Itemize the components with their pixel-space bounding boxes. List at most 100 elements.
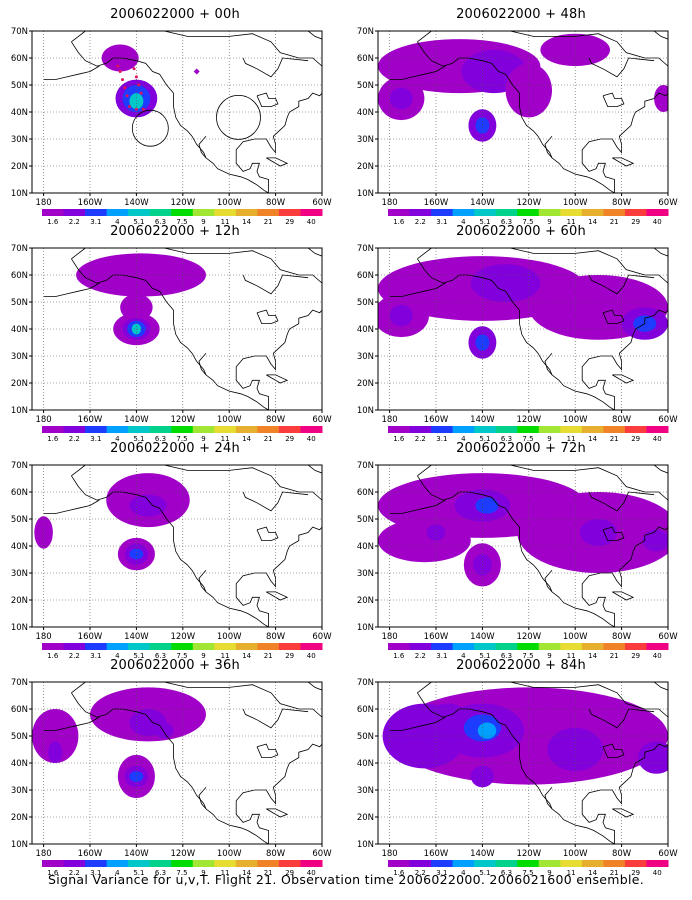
colorbar-swatch bbox=[581, 426, 604, 433]
colorbar-swatch bbox=[300, 860, 323, 867]
coastlines bbox=[43, 248, 322, 410]
gridlines bbox=[378, 31, 668, 193]
x-tick-label: 180 bbox=[35, 198, 51, 208]
coastline bbox=[235, 526, 322, 627]
y-tick-label: 40N bbox=[11, 325, 28, 335]
panel-title: 2006022000 + 72h bbox=[456, 441, 586, 456]
x-tick-label: 160W bbox=[78, 415, 103, 425]
variance-contour bbox=[426, 524, 446, 541]
y-tick-label: 70N bbox=[357, 461, 374, 471]
colorbar-swatch bbox=[388, 860, 411, 867]
y-tick-label: 20N bbox=[357, 813, 374, 823]
x-tick-label: 120W bbox=[170, 198, 195, 208]
colorbar-swatch bbox=[235, 643, 258, 650]
colorbar-label: 29 bbox=[631, 652, 640, 660]
colorbar-label: 9 bbox=[201, 652, 205, 660]
colorbar-label: 40 bbox=[307, 869, 316, 877]
y-tick-label: 70N bbox=[357, 678, 374, 688]
coastline bbox=[198, 353, 207, 376]
panel-title: 2006022000 + 24h bbox=[110, 441, 240, 456]
colorbar-swatch bbox=[214, 209, 237, 216]
y-tick-label: 40N bbox=[357, 108, 374, 118]
colorbar-swatch bbox=[128, 426, 151, 433]
x-tick-label: 60W bbox=[312, 849, 332, 859]
y-tick-label: 50N bbox=[357, 732, 374, 742]
y-tick-label: 50N bbox=[357, 298, 374, 308]
y-tick-label: 20N bbox=[357, 379, 374, 389]
colorbar-label: 11 bbox=[567, 218, 576, 226]
x-tick-label: 80W bbox=[266, 198, 286, 208]
x-tick-label: 60W bbox=[658, 632, 678, 642]
colorbar: 1.6 2.2 3.1 4 5.1 6.3 7.5 9 11 14 21 29 40 bbox=[388, 860, 669, 877]
colorbar-swatch bbox=[128, 643, 151, 650]
colorbar-label: 3.1 bbox=[436, 435, 447, 443]
map-chart: 10N 20N 30N 40N 50N 60N 70N 180 160W 140W 120W 100W… bbox=[357, 27, 678, 226]
colorbar-swatch bbox=[300, 643, 323, 650]
map-chart: 10N 20N 30N 40N 50N 60N 70N 180 160W 140W 120W 100W… bbox=[357, 461, 678, 660]
colorbar-swatch bbox=[560, 643, 583, 650]
coastline bbox=[602, 526, 625, 541]
colorbar-label: 14 bbox=[588, 218, 597, 226]
colorbar-label: 6.3 bbox=[155, 652, 166, 660]
variance-contour bbox=[477, 722, 497, 739]
y-tick-label: 30N bbox=[357, 352, 374, 362]
coastlines bbox=[43, 465, 322, 627]
colorbar-label: 29 bbox=[285, 652, 294, 660]
y-tick-label: 10N bbox=[357, 623, 374, 633]
colorbar-label: 14 bbox=[588, 869, 597, 877]
x-tick-label: 100W bbox=[563, 198, 588, 208]
colorbar-label: 3.1 bbox=[90, 869, 101, 877]
coastline bbox=[612, 374, 635, 384]
colorbar-swatch bbox=[646, 209, 669, 216]
colorbar-label: 2.2 bbox=[69, 435, 80, 443]
colorbar-swatch bbox=[603, 209, 626, 216]
x-tick-label: 80W bbox=[612, 632, 632, 642]
colorbar-swatch bbox=[581, 209, 604, 216]
x-tick-label: 180 bbox=[35, 415, 51, 425]
colorbar-swatch bbox=[214, 860, 237, 867]
colorbar-label: 6.3 bbox=[501, 435, 512, 443]
y-tick-label: 50N bbox=[11, 732, 28, 742]
colorbar-swatch bbox=[517, 643, 540, 650]
colorbar-label: 40 bbox=[307, 435, 316, 443]
colorbar-label: 1.6 bbox=[47, 218, 59, 226]
colorbar-swatch bbox=[42, 426, 65, 433]
coastline bbox=[43, 499, 100, 514]
variance-contour bbox=[34, 516, 53, 549]
colorbar-label: 4 bbox=[115, 435, 120, 443]
colorbar: 1.6 2.2 3.1 4 5.1 6.3 7.5 9 11 14 21 29 40 bbox=[42, 426, 323, 443]
track-dot bbox=[116, 64, 120, 68]
y-tick-label: 20N bbox=[11, 596, 28, 606]
coastline bbox=[71, 692, 269, 844]
colorbar-swatch bbox=[149, 860, 172, 867]
coastline bbox=[71, 682, 322, 718]
colorbar-label: 14 bbox=[588, 435, 597, 443]
variance-contour bbox=[637, 741, 668, 774]
x-tick-label: 160W bbox=[424, 198, 449, 208]
colorbar-label: 7.5 bbox=[176, 218, 187, 226]
variance-field bbox=[378, 473, 668, 587]
coastline bbox=[266, 157, 289, 167]
colorbar-swatch bbox=[149, 209, 172, 216]
variance-field bbox=[101, 44, 158, 118]
colorbar-label: 7.5 bbox=[176, 869, 187, 877]
colorbar-swatch bbox=[278, 209, 301, 216]
y-tick-label: 40N bbox=[357, 542, 374, 552]
colorbar-label: 6.3 bbox=[501, 652, 512, 660]
x-tick-label: 100W bbox=[217, 632, 242, 642]
variance-contour bbox=[579, 519, 617, 546]
colorbar-swatch bbox=[63, 209, 86, 216]
colorbar-label: 14 bbox=[242, 869, 251, 877]
track-dot bbox=[137, 83, 141, 87]
coastline bbox=[307, 248, 322, 257]
coastline bbox=[307, 465, 322, 474]
colorbar-swatch bbox=[149, 643, 172, 650]
map-chart: 10N 20N 30N 40N 50N 60N 70N 180 160W 140W 120W 100W… bbox=[11, 27, 332, 226]
colorbar-label: 29 bbox=[285, 435, 294, 443]
colorbar-label: 1.6 bbox=[393, 435, 405, 443]
coastline bbox=[417, 41, 615, 193]
colorbar-swatch bbox=[85, 426, 108, 433]
y-tick-label: 60N bbox=[11, 488, 28, 498]
colorbar-swatch bbox=[214, 643, 237, 650]
y-tick-label: 30N bbox=[357, 569, 374, 579]
